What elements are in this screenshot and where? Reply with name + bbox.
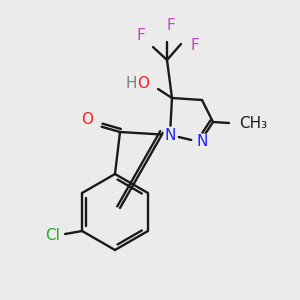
Text: F: F [190,38,200,53]
Text: O: O [137,76,149,92]
Text: F: F [136,28,146,43]
Text: F: F [167,19,176,34]
Text: O: O [81,112,93,127]
Text: H: H [125,76,137,92]
Text: N: N [196,134,208,149]
Text: Cl: Cl [45,229,59,244]
Text: N: N [164,128,176,142]
Text: CH₃: CH₃ [239,116,267,131]
